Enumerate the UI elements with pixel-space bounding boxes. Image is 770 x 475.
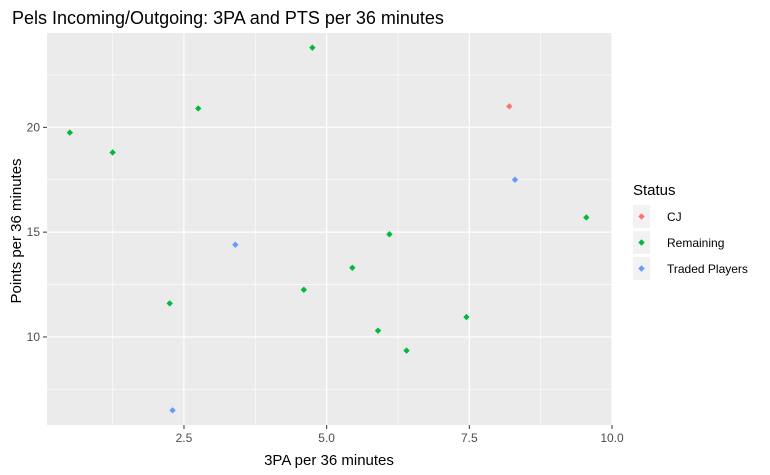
y-tick-label: 10 bbox=[27, 330, 41, 344]
x-tick-label: 7.5 bbox=[461, 431, 478, 445]
data-point bbox=[583, 214, 590, 221]
data-point bbox=[374, 327, 382, 334]
legend: Status CJ Remaining Traded Players bbox=[633, 182, 748, 280]
legend-swatch bbox=[638, 239, 645, 246]
data-point bbox=[169, 407, 176, 414]
plot-panel bbox=[47, 33, 612, 425]
legend-title: Status bbox=[633, 182, 676, 199]
legend-entry: CJ bbox=[667, 210, 682, 224]
legend-entry: Traded Players bbox=[667, 262, 748, 276]
gridlines bbox=[47, 33, 613, 425]
legend-swatch bbox=[638, 265, 645, 272]
y-tick-label: 20 bbox=[27, 120, 41, 134]
data-point bbox=[109, 149, 116, 156]
data-point bbox=[511, 176, 519, 183]
x-tick-label: 2.5 bbox=[176, 431, 193, 445]
data-point bbox=[66, 129, 74, 136]
data-point bbox=[300, 286, 308, 293]
data-point bbox=[166, 300, 173, 307]
data-point bbox=[403, 347, 410, 354]
data-points bbox=[66, 44, 590, 414]
data-point bbox=[463, 313, 470, 321]
chart-title: Pels Incoming/Outgoing: 3PA and PTS per … bbox=[12, 8, 444, 28]
y-axis-title: Points per 36 minutes bbox=[8, 158, 25, 303]
y-tick-label: 15 bbox=[27, 225, 41, 239]
data-point bbox=[506, 103, 513, 110]
x-axis-ticks: 2.5 5.0 7.5 10.0 bbox=[176, 425, 624, 445]
x-tick-label: 5.0 bbox=[318, 431, 335, 445]
y-axis-ticks: 10 15 20 bbox=[27, 120, 47, 344]
x-axis-title: 3PA per 36 minutes bbox=[264, 452, 394, 469]
legend-entry: Remaining bbox=[667, 236, 724, 250]
data-point bbox=[309, 44, 316, 51]
legend-swatch bbox=[638, 213, 645, 220]
x-tick-label: 10.0 bbox=[600, 431, 624, 445]
data-point bbox=[349, 264, 356, 271]
data-point bbox=[232, 241, 239, 248]
data-point bbox=[386, 231, 393, 238]
data-point bbox=[195, 105, 202, 112]
